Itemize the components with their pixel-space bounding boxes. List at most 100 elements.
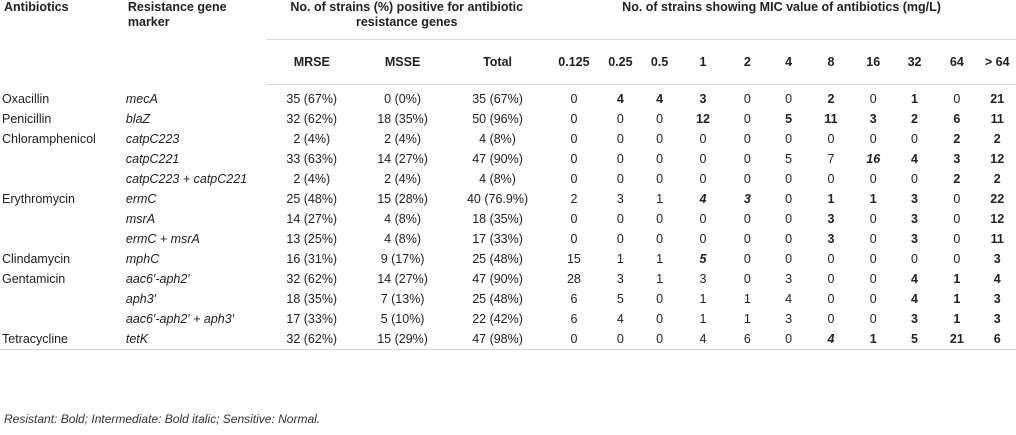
cell-mic: 0 [743, 272, 751, 286]
cell-msse: 0 (0%) [384, 92, 421, 106]
cell-mic: 0 [869, 92, 877, 106]
cell-msse: 14 (27%) [377, 152, 428, 166]
cell-antibiotic: Clindamycin [2, 252, 71, 266]
col-header-mic: No. of strains showing MIC value of anti… [547, 0, 1016, 40]
table-row: Gentamicin aac6′-aph2′ 32 (62%) 14 (27%) 47 … [0, 269, 1016, 289]
cell-mic: 0 [616, 212, 624, 226]
cell-mic: 0 [743, 92, 751, 106]
cell-mic: 11 [824, 112, 838, 126]
cell-mic: 28 [566, 272, 581, 286]
cell-gene: catpC221 [125, 152, 180, 166]
cell-mic: 2 [953, 132, 961, 146]
cell-mic: 0 [656, 232, 664, 246]
table-row: ermC + msrA 13 (25%) 4 (8%) 17 (33%) 0 0 0 0 0 0 3… [0, 229, 1016, 249]
mic-header-1: 1 [679, 39, 727, 85]
cell-mic: 0 [953, 252, 961, 266]
cell-mic: 3 [699, 272, 707, 286]
mic-header-0.125: 0.125 [547, 39, 601, 85]
col-header-gene-marker: Resistance gene marker [127, 0, 227, 29]
cell-mic: 2 [993, 172, 1001, 186]
cell-gene: ermC + msrA [125, 232, 200, 246]
cell-mic: 4 [911, 152, 918, 166]
cell-gene: mecA [125, 91, 158, 106]
cell-mic: 3 [911, 232, 918, 246]
cell-mic: 0 [785, 132, 793, 146]
cell-mic: 3 [785, 312, 793, 326]
cell-mrse: 2 (4%) [293, 172, 331, 186]
mic-header-0.25: 0.25 [600, 39, 640, 85]
cell-mic: 0 [953, 192, 961, 206]
cell-mic: 3 [785, 272, 793, 286]
table-row: catpC223 + catpC221 2 (4%) 2 (4%) 4 (8%) 0 0 0… [0, 169, 1016, 189]
cell-total: 40 (76.9%) [466, 192, 529, 206]
cell-mic: 0 [767, 329, 810, 350]
cell-mic: 0 [570, 172, 578, 186]
cell-mic: 1 [852, 329, 894, 350]
table-row: aph3′ 18 (35%) 7 (13%) 25 (48%) 6 5 0 1 1 4 0 0 4 1 3 [0, 289, 1016, 309]
cell-mic: 0 [743, 112, 751, 126]
cell-mic: 0 [656, 212, 664, 226]
cell-mic: 4 [911, 272, 918, 286]
cell-mic: 3 [911, 192, 918, 206]
cell-mic: 0 [616, 172, 624, 186]
cell-mrse: 32 (62%) [286, 272, 338, 286]
subheader-total: Total [448, 39, 548, 85]
cell-antibiotic: Erythromycin [2, 192, 75, 206]
cell-mic: 4 [699, 192, 707, 206]
table-row: Chloramphenicol catpC223 2 (4%) 2 (4%) 4 (8%… [0, 129, 1016, 149]
cell-antibiotic [0, 209, 124, 229]
cell-mic: 1 [953, 292, 961, 306]
cell-mic: 0 [640, 329, 680, 350]
cell-mic: 2 [993, 132, 1001, 146]
cell-mic: 0 [827, 312, 835, 326]
cell-total: 35 (67%) [472, 92, 523, 106]
cell-mic: 0 [656, 172, 664, 186]
cell-mic: 0 [785, 212, 793, 226]
cell-mic: 3 [699, 92, 707, 106]
cell-mic: 0 [743, 252, 751, 266]
cell-mic: 4 [785, 292, 793, 306]
cell-mic: 0 [869, 312, 877, 326]
cell-mic: 3 [993, 292, 1001, 306]
cell-gene: aph3′ [125, 292, 157, 306]
cell-antibiotic [0, 169, 124, 189]
cell-total: 25 (48%) [472, 292, 523, 306]
cell-mic: 0 [570, 112, 578, 126]
cell-mic: 5 [785, 112, 793, 126]
cell-mic: 21 [935, 329, 979, 350]
cell-mrse: 14 (27%) [286, 212, 338, 226]
cell-mic: 0 [827, 292, 835, 306]
cell-mic: 0 [656, 152, 664, 166]
cell-mic: 3 [869, 112, 877, 126]
cell-mic: 5 [699, 252, 707, 266]
cell-mic: 0 [869, 252, 877, 266]
cell-mrse: 25 (48%) [286, 192, 338, 206]
cell-msse: 4 (8%) [384, 212, 421, 226]
cell-total: 25 (48%) [472, 252, 523, 266]
mic-header-gt64: > 64 [978, 39, 1016, 85]
cell-mic: 0 [743, 172, 751, 186]
cell-msse: 7 (13%) [380, 292, 425, 306]
cell-total: 47 (90%) [472, 272, 523, 286]
cell-mic: 0 [827, 172, 835, 186]
cell-mic: 6 [978, 329, 1016, 350]
cell-mic: 0 [827, 252, 835, 266]
cell-mic: 3 [993, 252, 1001, 266]
cell-mic: 1 [827, 192, 835, 206]
cell-msse: 5 (10%) [380, 312, 425, 326]
cell-mic: 2 [953, 172, 961, 186]
cell-mic: 11 [990, 232, 1004, 246]
cell-mic: 3 [953, 152, 961, 166]
cell-antibiotic [0, 309, 124, 329]
cell-mic: 0 [827, 272, 835, 286]
cell-mic: 3 [743, 192, 751, 206]
table-row: Tetracycline tetK 32 (62%) 15 (29%) 47 (98%)… [0, 329, 1016, 350]
cell-mic: 0 [656, 112, 664, 126]
cell-mic: 0 [656, 312, 664, 326]
cell-mic: 0 [911, 132, 918, 146]
cell-msse: 14 (27%) [377, 272, 428, 286]
cell-msse: 15 (28%) [377, 192, 428, 206]
cell-mic: 11 [990, 112, 1004, 126]
cell-mic: 3 [827, 232, 835, 246]
cell-mic: 0 [869, 212, 877, 226]
